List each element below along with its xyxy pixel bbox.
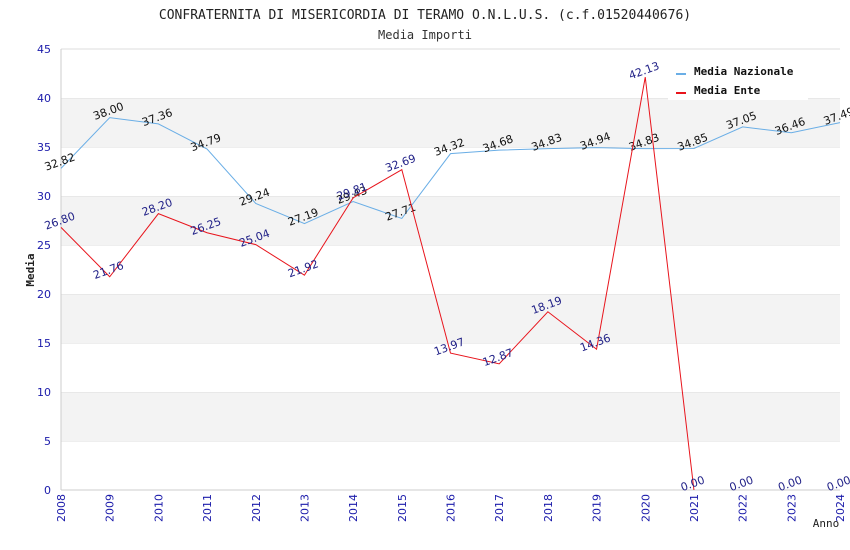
x-tick-label: 2022	[737, 494, 750, 522]
grid-band	[61, 294, 840, 343]
grid-band	[61, 392, 840, 441]
series-line-media-ente	[60, 77, 695, 491]
x-axis-title: Anno	[813, 517, 840, 530]
x-tick-label: 2011	[201, 494, 214, 522]
y-tick-labels: 0 5 10 15 20 25 30 35 40 45	[37, 43, 51, 497]
y-tick-label: 15	[37, 337, 51, 350]
x-tick-label: 2020	[639, 494, 652, 522]
series-line-media-nazionale	[60, 117, 841, 225]
x-tick-label: 2018	[542, 494, 555, 522]
grid-bands	[61, 48, 840, 490]
x-tick-labels: 2008 2009 2010 2011 2012 2013 2014 2015 2016 2017…	[55, 494, 847, 522]
y-tick-label: 20	[37, 288, 51, 301]
y-tick-label: 30	[37, 190, 51, 203]
y-tick-label: 5	[44, 435, 51, 448]
x-tick-label: 2009	[104, 494, 117, 522]
grid-band	[61, 196, 840, 245]
legend: Media Nazionale Media Ente	[668, 60, 808, 100]
axes	[60, 49, 840, 491]
x-tick-label: 2012	[250, 494, 263, 522]
y-tick-label: 35	[37, 141, 51, 154]
legend-label: Media Nazionale	[694, 65, 794, 78]
grid-band	[61, 147, 840, 196]
y-axis-title: Media	[24, 253, 37, 286]
x-tick-label: 2017	[493, 494, 506, 522]
x-tick-label: 2010	[152, 494, 165, 522]
y-tick-label: 25	[37, 239, 51, 252]
x-tick-label: 2019	[591, 494, 604, 522]
x-tick-label: 2021	[688, 494, 701, 522]
x-tick-label: 2016	[445, 494, 458, 522]
y-tick-label: 10	[37, 386, 51, 399]
y-tick-label: 0	[44, 484, 51, 497]
legend-label: Media Ente	[694, 84, 761, 97]
x-tick-label: 2015	[396, 494, 409, 522]
grid-band	[61, 98, 840, 147]
y-tick-label: 40	[37, 92, 51, 105]
x-tick-label: 2024	[834, 494, 847, 522]
y-tick-label: 45	[37, 43, 51, 56]
x-tick-label: 2013	[298, 494, 311, 522]
x-tick-label: 2008	[55, 494, 68, 522]
x-tick-label: 2014	[347, 494, 360, 522]
chart-title: CONFRATERNITA DI MISERICORDIA DI TERAMO …	[159, 8, 691, 23]
x-tick-label: 2023	[785, 494, 798, 522]
grid-band	[61, 245, 840, 294]
grid-band	[61, 441, 840, 490]
chart-subtitle: Media Importi	[378, 28, 472, 42]
legend-box	[668, 60, 808, 100]
